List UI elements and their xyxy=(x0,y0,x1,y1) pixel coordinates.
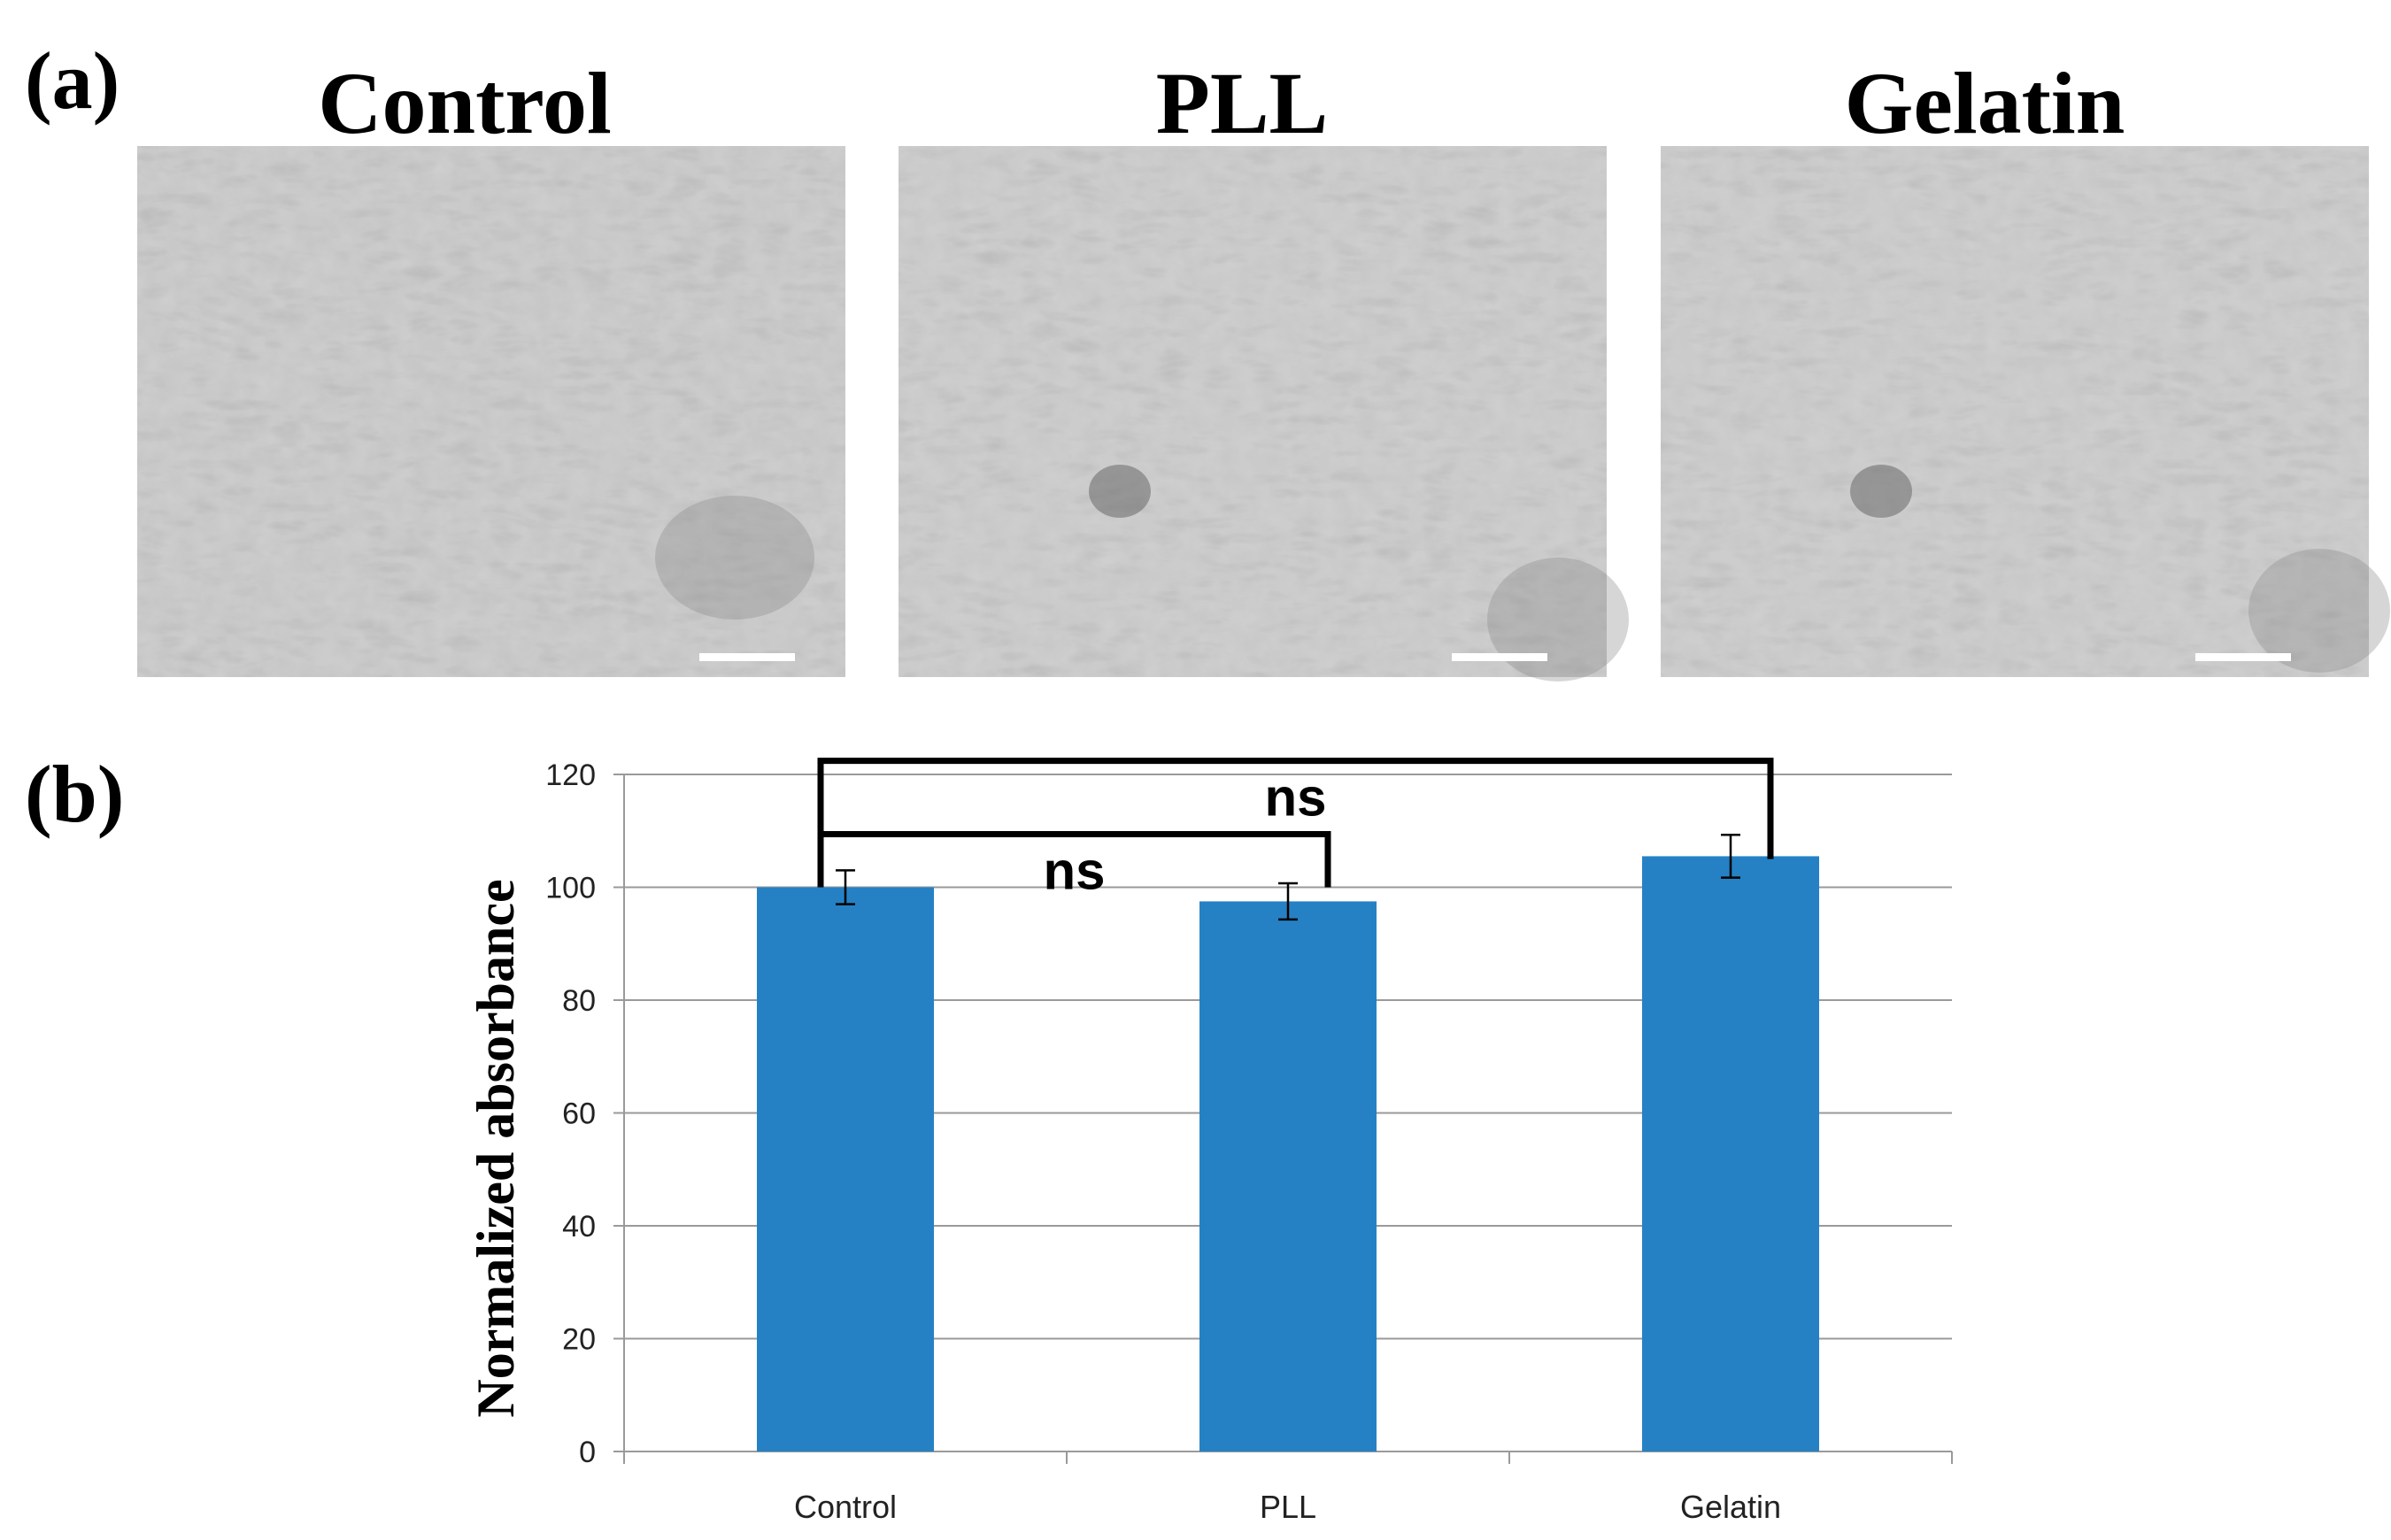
significance-bracket xyxy=(817,758,1774,859)
scale-bar xyxy=(699,653,795,661)
y-tick-label: 0 xyxy=(579,1436,596,1469)
micrograph-title-pll: PLL xyxy=(1156,54,1328,152)
y-tick-label: 20 xyxy=(562,1323,596,1357)
y-tick-label: 120 xyxy=(545,758,596,792)
scale-bar xyxy=(1452,653,1547,661)
micrograph-gelatin: Gelatin xyxy=(1661,54,2390,677)
bar-pll xyxy=(1199,901,1377,1451)
x-category-label: PLL xyxy=(1260,1489,1316,1525)
micrograph-title-gelatin: Gelatin xyxy=(1845,54,2125,152)
y-axis-label: Normalized absorbance xyxy=(467,879,525,1417)
significance-label: ns xyxy=(1264,768,1326,828)
micrograph-title-control: Control xyxy=(318,54,612,152)
significance-label: ns xyxy=(1043,842,1105,901)
panel-b-label: (b) xyxy=(25,749,124,839)
x-category-label: Gelatin xyxy=(1680,1489,1781,1525)
bar-gelatin xyxy=(1642,856,1819,1451)
y-tick-label: 100 xyxy=(545,872,596,905)
y-tick-label: 80 xyxy=(562,984,596,1018)
bar-chart: 0 20 40 60 80 100 120 Control PLL Gelatin Normaliz… xyxy=(467,758,1953,1525)
significance-bracket xyxy=(817,831,1331,888)
micrograph-control: Control xyxy=(137,54,845,677)
y-tick-label: 60 xyxy=(562,1097,596,1131)
micrograph-pll: PLL xyxy=(899,54,1629,681)
y-tick-label: 40 xyxy=(562,1210,596,1244)
x-category-label: Control xyxy=(794,1489,897,1525)
panel-a-label: (a) xyxy=(25,35,120,126)
bar-control xyxy=(757,887,934,1451)
scale-bar xyxy=(2195,653,2291,661)
